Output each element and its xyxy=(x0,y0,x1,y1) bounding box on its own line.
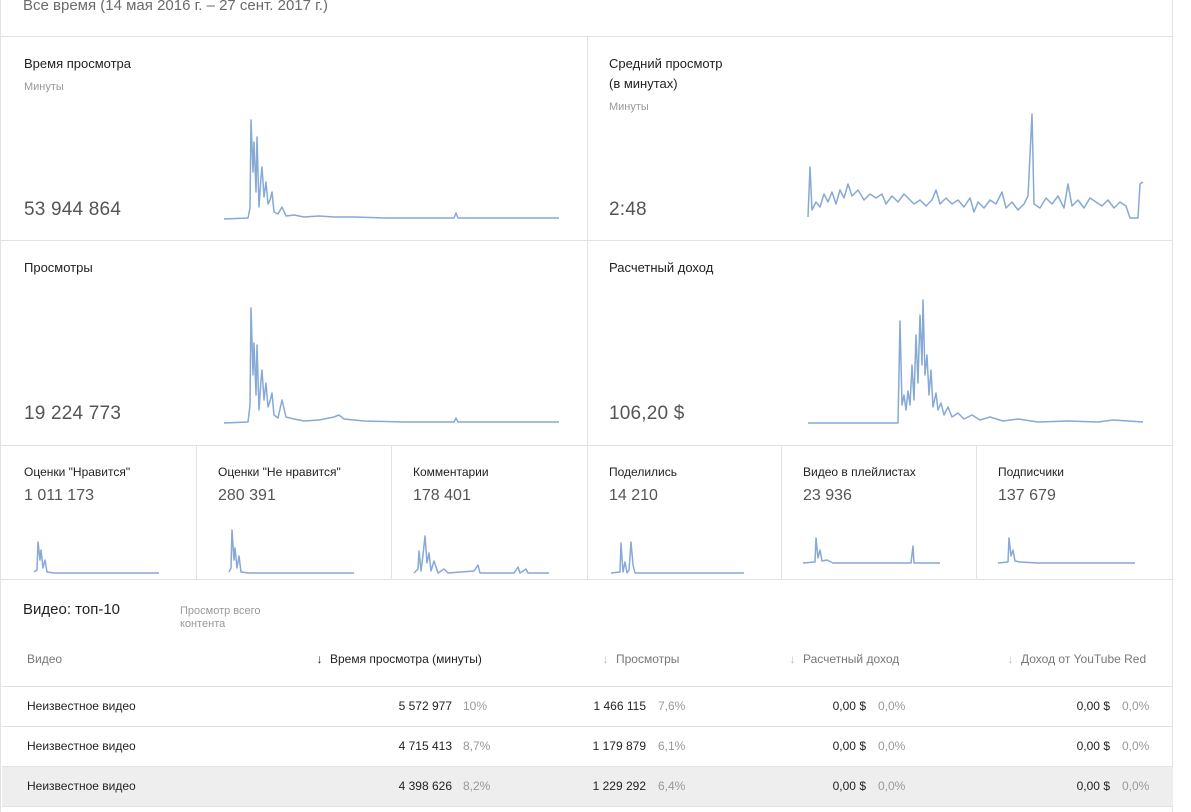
red-revenue-value: 0,00 $ xyxy=(1076,739,1110,753)
red-revenue-percent: 0,0% xyxy=(1122,699,1150,713)
metric-title: Время просмотра xyxy=(24,56,132,71)
revenue-value: 0,00 $ xyxy=(832,779,866,793)
playlists-sparkline xyxy=(802,537,940,564)
watch-time-value: 5 572 977 xyxy=(398,699,452,713)
top-videos-title: Видео: топ-10 xyxy=(23,601,121,618)
watch-time-percent: 10% xyxy=(463,699,488,713)
red-revenue-value: 0,00 $ xyxy=(1076,699,1110,713)
views-percent: 6,4% xyxy=(658,779,686,793)
metric-unit: Минуты xyxy=(609,101,649,113)
arrow-down-icon: ↓ xyxy=(602,652,609,666)
watch-time-percent: 8,7% xyxy=(463,739,491,753)
small-metric-value: 14 210 xyxy=(609,487,658,504)
avg-view-sparkline xyxy=(807,113,1144,219)
views-value: 1 466 115 xyxy=(593,699,647,713)
small-metric-value: 280 391 xyxy=(218,487,276,504)
views-percent: 6,1% xyxy=(658,739,686,753)
table-row[interactable]: Неизвестное видео 5 572 977 10% 1 466 11… xyxy=(2,686,1173,726)
column-header-red-revenue[interactable]: ↓ Доход от YouTube Red xyxy=(1006,652,1147,666)
revenue-value: 0,00 $ xyxy=(832,699,866,713)
small-metric-title: Комментарии xyxy=(413,465,489,479)
red-revenue-percent: 0,0% xyxy=(1122,779,1150,793)
metric-value: 53 944 864 xyxy=(24,199,122,220)
view-all-content-link[interactable]: Просмотр всего контента xyxy=(180,605,261,630)
revenue-sparkline xyxy=(808,299,1144,424)
divider xyxy=(587,36,588,579)
small-metric-value: 23 936 xyxy=(803,487,852,504)
dislikes-sparkline xyxy=(228,529,354,574)
subscribers-sparkline xyxy=(997,537,1135,564)
watch-time-value: 4 398 626 xyxy=(398,779,452,793)
shares-sparkline xyxy=(610,541,744,574)
views-value: 1 229 292 xyxy=(592,779,646,793)
revenue-percent: 0,0% xyxy=(878,779,906,793)
views-sparkline xyxy=(223,307,559,424)
small-metric-value: 1 011 173 xyxy=(24,487,94,504)
small-metric-title: Оценки "Не нравится" xyxy=(218,465,341,479)
date-range-label[interactable]: Все время (14 мая 2016 г. – 27 сент. 201… xyxy=(23,0,328,14)
column-header-video[interactable]: Видео xyxy=(27,652,62,666)
column-header-views[interactable]: ↓ Просмотры xyxy=(601,652,680,666)
column-header-label: Расчетный доход xyxy=(803,652,900,666)
table-row[interactable]: Неизвестное видео 4 715 413 8,7% 1 179 8… xyxy=(2,726,1173,766)
watch-time-percent: 8,2% xyxy=(463,779,491,793)
revenue-percent: 0,0% xyxy=(878,699,906,713)
metric-title: Средний просмотр xyxy=(609,56,723,71)
arrow-down-icon: ↓ xyxy=(316,652,323,666)
small-metric-title: Оценки "Нравится" xyxy=(24,465,131,479)
watch-time-sparkline xyxy=(223,119,559,220)
divider xyxy=(781,445,782,579)
column-header-label: Видео xyxy=(27,652,63,666)
red-revenue-percent: 0,0% xyxy=(1122,739,1150,753)
column-header-label: Доход от YouTube Red xyxy=(1021,652,1147,666)
metric-title: Просмотры xyxy=(24,260,93,275)
revenue-percent: 0,0% xyxy=(878,739,906,753)
red-revenue-value: 0,00 $ xyxy=(1076,779,1110,793)
page-gutter xyxy=(1173,0,1191,812)
divider xyxy=(976,445,977,579)
metric-title-unit: (в минутах) xyxy=(609,76,678,91)
views-percent: 7,6% xyxy=(658,699,686,713)
small-metric-title: Подписчики xyxy=(998,465,1065,479)
video-title-link[interactable]: Неизвестное видео xyxy=(27,779,136,793)
video-title-link[interactable]: Неизвестное видео xyxy=(27,699,136,713)
divider xyxy=(196,445,197,579)
arrow-down-icon: ↓ xyxy=(1007,652,1014,666)
divider xyxy=(391,445,392,579)
revenue-value: 0,00 $ xyxy=(832,739,866,753)
column-header-label: Просмотры xyxy=(616,652,680,666)
metric-unit: Минуты xyxy=(24,81,64,93)
views-value: 1 179 879 xyxy=(592,739,646,753)
metric-value: 2:48 xyxy=(609,199,647,220)
small-metric-title: Видео в плейлистах xyxy=(803,465,916,479)
small-metric-value: 178 401 xyxy=(413,487,471,504)
divider xyxy=(1,579,1173,580)
metric-title: Расчетный доход xyxy=(609,260,714,275)
metric-value: 106,20 $ xyxy=(609,403,685,424)
arrow-down-icon: ↓ xyxy=(789,652,796,666)
table-row[interactable]: Неизвестное видео 4 398 626 8,2% 1 229 2… xyxy=(2,766,1173,807)
likes-sparkline xyxy=(33,541,159,574)
small-metric-value: 137 679 xyxy=(998,487,1056,504)
small-metric-title: Поделились xyxy=(609,465,677,479)
metric-value: 19 224 773 xyxy=(24,403,122,424)
column-header-revenue[interactable]: ↓ Расчетный доход xyxy=(788,652,900,666)
comments-sparkline xyxy=(413,535,549,574)
column-header-label: Время просмотра (минуты) xyxy=(330,652,482,666)
column-header-watch-time[interactable]: ↓ Время просмотра (минуты) xyxy=(315,652,482,666)
watch-time-value: 4 715 413 xyxy=(398,739,452,753)
video-title-link[interactable]: Неизвестное видео xyxy=(27,739,136,753)
